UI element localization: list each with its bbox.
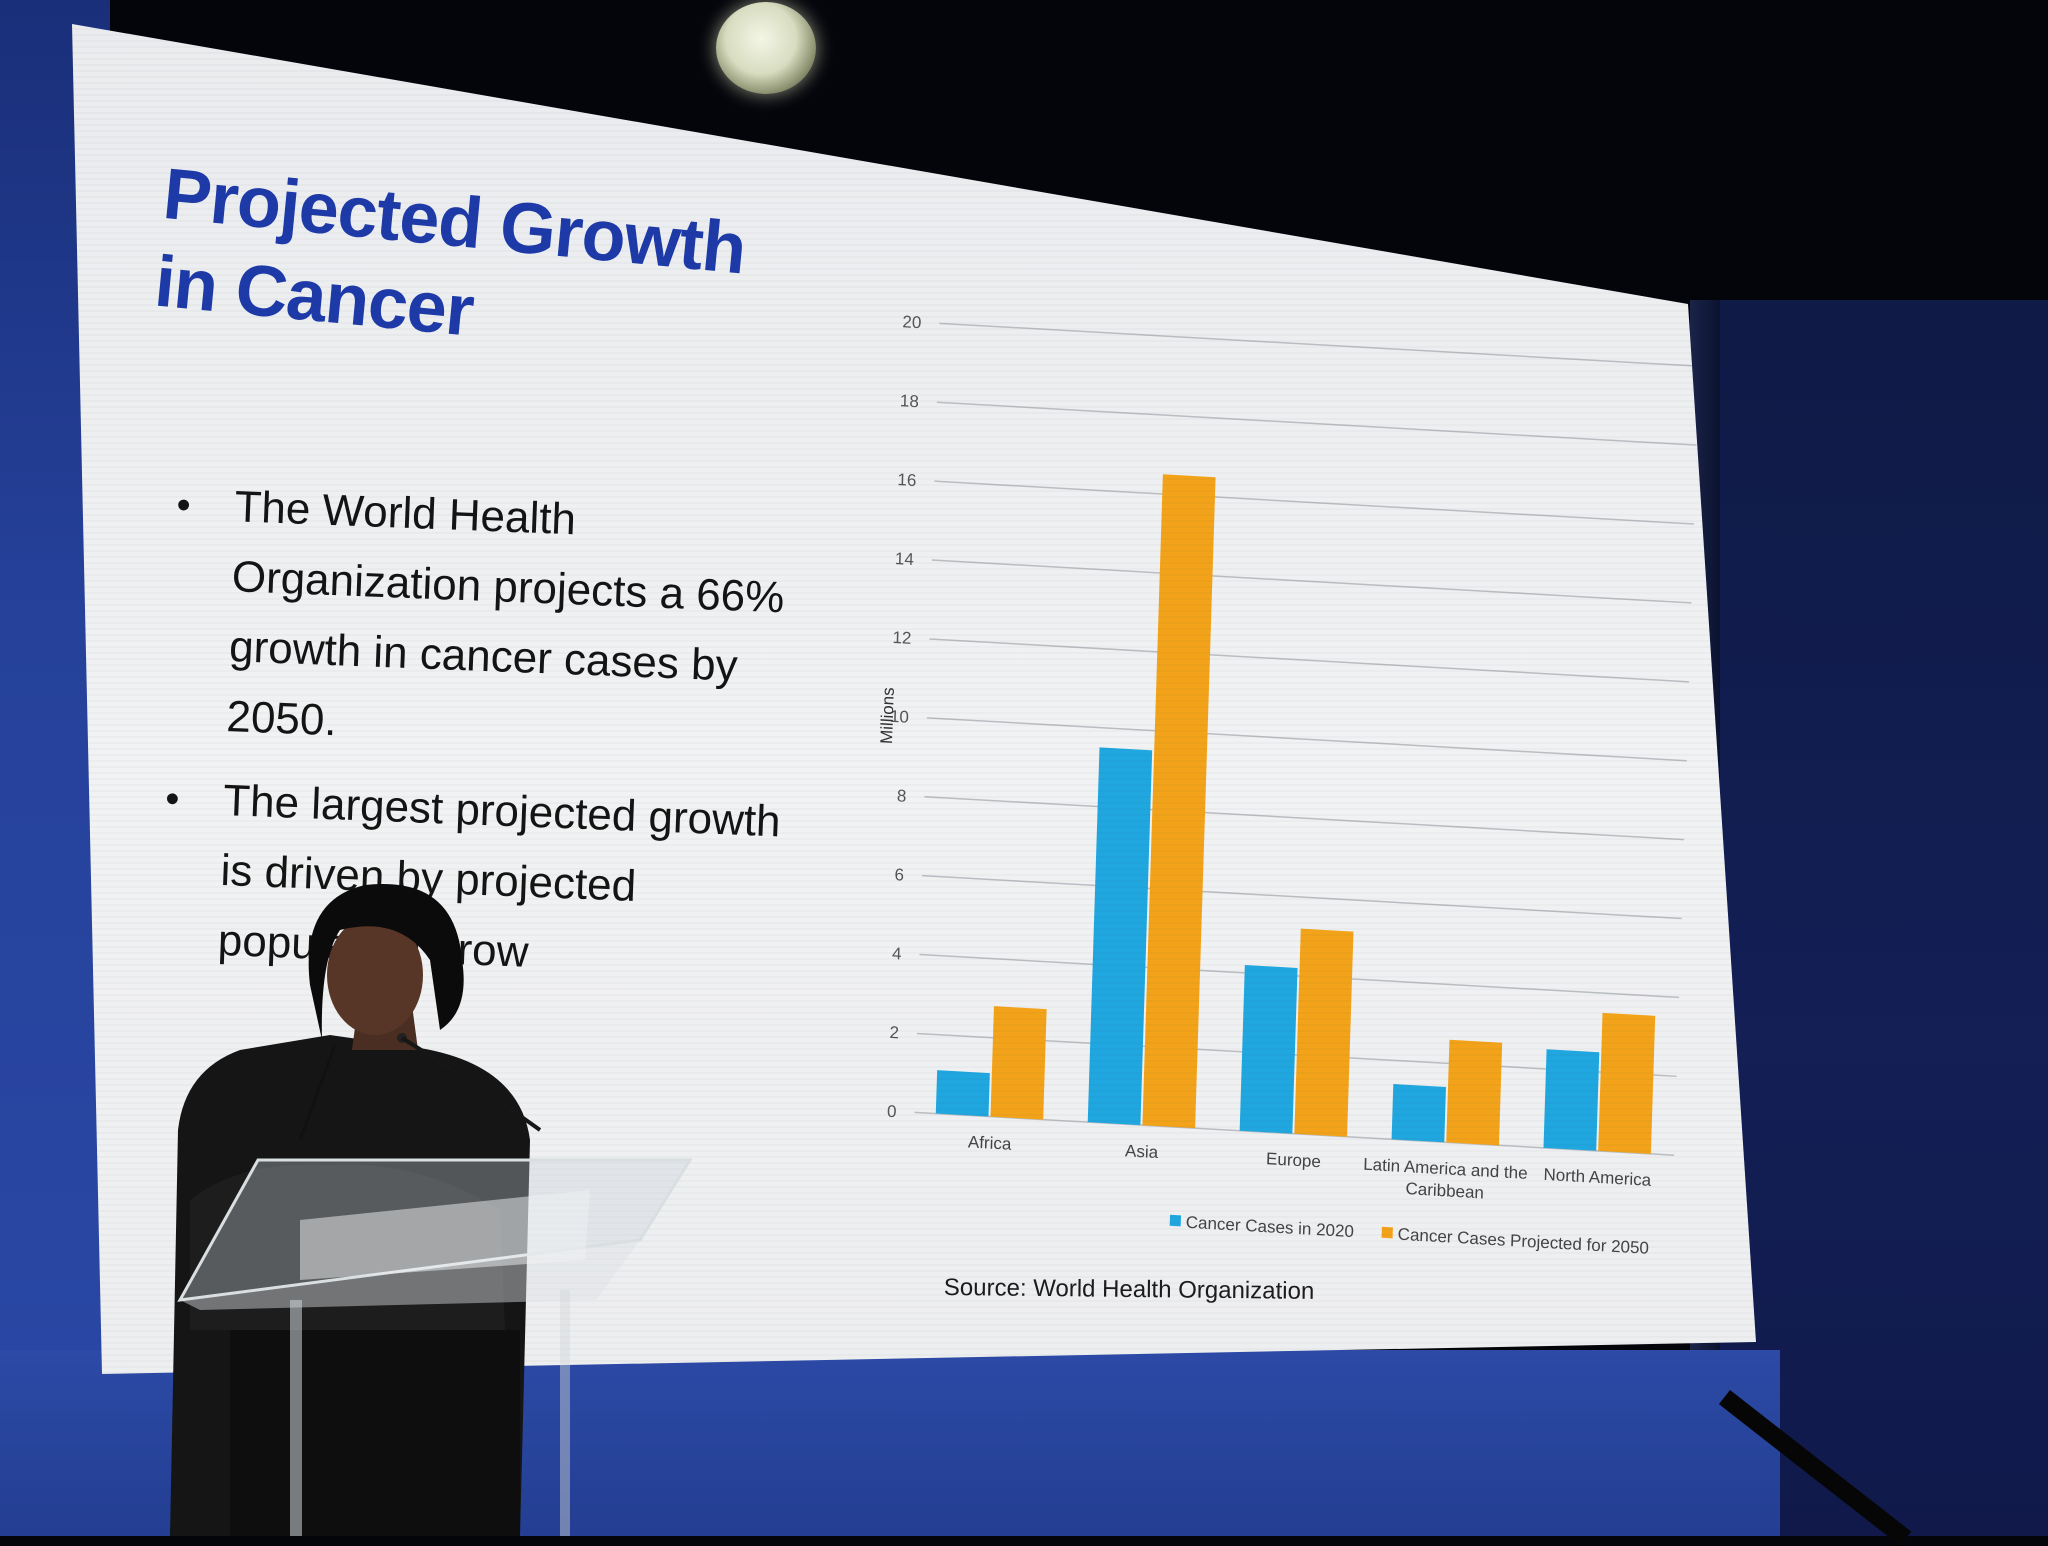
gridline <box>926 717 1687 762</box>
stage-backdrop-bottom <box>0 1350 1780 1536</box>
bullet-item: The largest projected growth is driven b… <box>159 764 787 998</box>
gridline <box>914 1111 1675 1156</box>
gridline <box>921 874 1682 920</box>
bar-2050 <box>1294 928 1354 1137</box>
gridline <box>936 401 1697 446</box>
source-caption: Source: World Health Organization <box>943 1274 1315 1305</box>
bar-2020 <box>1239 965 1298 1134</box>
gridline <box>929 638 1690 683</box>
gridline <box>934 480 1695 525</box>
chart-svg: 0 2 4 6 8 10 12 14 16 18 20 Millions Africa Asia Europ… <box>877 312 1699 1258</box>
slide-title: Projected Growth in Cancer <box>151 153 750 352</box>
x-tick-label: Europe <box>1266 1149 1321 1171</box>
gridline <box>939 322 1699 367</box>
bullet-item: The World Health Organization projects a… <box>167 470 797 774</box>
legend-swatch <box>1169 1214 1182 1227</box>
gridline <box>931 559 1692 604</box>
x-tick-label: Asia <box>1125 1141 1159 1162</box>
gridline <box>924 796 1685 841</box>
ceiling-spotlight <box>716 2 816 94</box>
bar-2020 <box>1543 1049 1600 1151</box>
bullet-list: The World Health Organization projects a… <box>158 470 797 1011</box>
x-tick-label: Africa <box>968 1132 1013 1153</box>
y-tick-label: 14 <box>895 549 915 569</box>
y-tick-label: 20 <box>902 312 922 332</box>
y-tick-label: 0 <box>887 1102 897 1122</box>
legend-swatch <box>1381 1226 1393 1239</box>
gridline <box>916 1032 1677 1078</box>
bar-2050 <box>1598 1012 1656 1154</box>
y-tick-label: 2 <box>889 1023 899 1043</box>
bar-2050 <box>990 1006 1047 1120</box>
legend-label: Cancer Cases Projected for 2050 <box>1397 1225 1649 1258</box>
bar-2020 <box>1087 747 1153 1126</box>
y-tick-label: 18 <box>900 391 920 411</box>
x-tick-label: North America <box>1543 1165 1652 1190</box>
x-tick-label: Latin America and the <box>1363 1155 1528 1183</box>
y-tick-label: 8 <box>897 786 907 806</box>
bar-2050 <box>1142 474 1216 1129</box>
bar-2020 <box>935 1070 990 1117</box>
y-axis-label: Millions <box>877 687 898 745</box>
legend-label: Cancer Cases in 2020 <box>1186 1213 1355 1241</box>
bar-chart: 0 2 4 6 8 10 12 14 16 18 20 Millions Africa Asia Europ… <box>848 300 1720 1366</box>
y-tick-label: 4 <box>892 944 902 964</box>
y-tick-label: 12 <box>892 628 912 648</box>
y-tick-label: 6 <box>894 865 904 885</box>
gridline <box>919 953 1680 999</box>
bar-2020 <box>1391 1084 1447 1143</box>
bar-2050 <box>1446 1039 1503 1146</box>
y-tick-label: 16 <box>897 470 917 490</box>
y-tick-label: 10 <box>890 707 910 727</box>
x-tick-label: Caribbean <box>1405 1179 1484 1202</box>
